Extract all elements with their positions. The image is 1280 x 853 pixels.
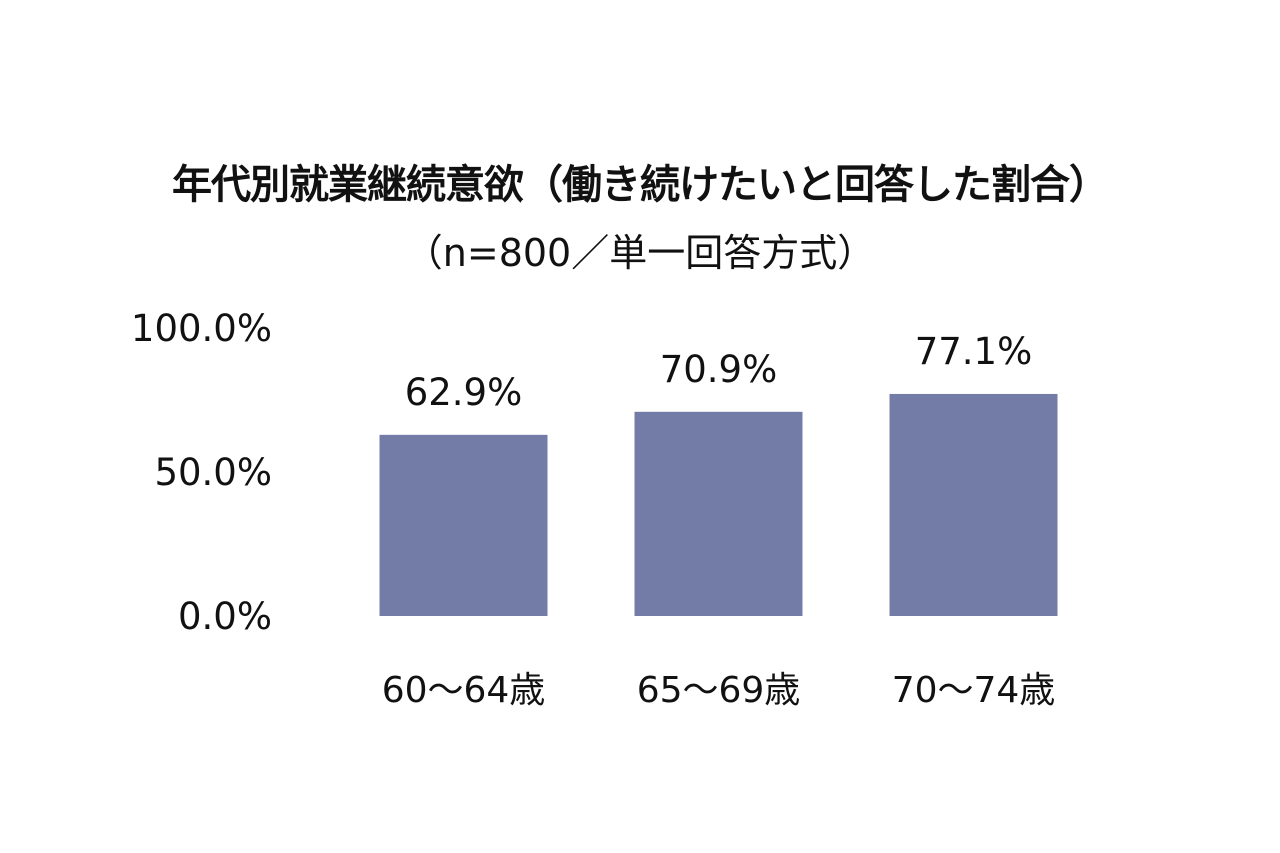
bar — [379, 434, 548, 616]
y-tick-label: 50.0% — [154, 451, 272, 494]
data-label: 70.9% — [660, 348, 778, 391]
y-tick-label: 100.0% — [131, 307, 272, 350]
x-category-label: 65～69歳 — [637, 670, 801, 711]
y-tick-label: 0.0% — [178, 595, 272, 638]
chart-title: 年代別就業継続意欲（働き続けたいと回答した割合） — [172, 162, 1109, 208]
chart-subtitle: （n=800／単一回答方式） — [404, 231, 876, 275]
data-label: 77.1% — [915, 330, 1033, 373]
data-label: 62.9% — [405, 371, 523, 414]
bar — [889, 393, 1058, 616]
x-category-label: 70～74歳 — [892, 670, 1056, 711]
x-category-label: 60～64歳 — [382, 670, 546, 711]
bar — [634, 411, 803, 616]
